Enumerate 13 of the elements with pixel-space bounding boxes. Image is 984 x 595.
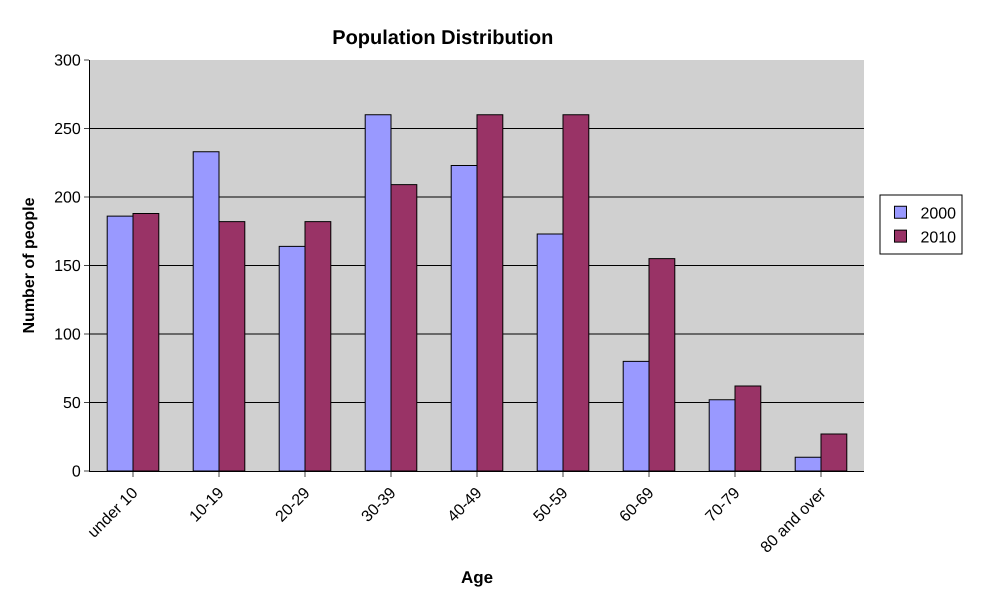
y-tick-label: 250 (54, 121, 81, 138)
y-tick-label: 50 (63, 395, 81, 412)
y-tick-label: 100 (54, 326, 81, 344)
legend-label: 2000 (920, 206, 956, 223)
y-axis-title: Number of people (20, 197, 38, 334)
x-tick-label: 80 and over (758, 484, 830, 556)
legend-label: 2010 (920, 229, 956, 246)
y-tick-label: 0 (72, 464, 81, 481)
chart-title: Population Distribution (332, 26, 554, 49)
y-tick-label: 200 (54, 190, 81, 207)
x-axis-title: Age (460, 568, 494, 587)
y-tick-label: 150 (54, 258, 81, 276)
y-tick-label: 300 (54, 52, 81, 70)
